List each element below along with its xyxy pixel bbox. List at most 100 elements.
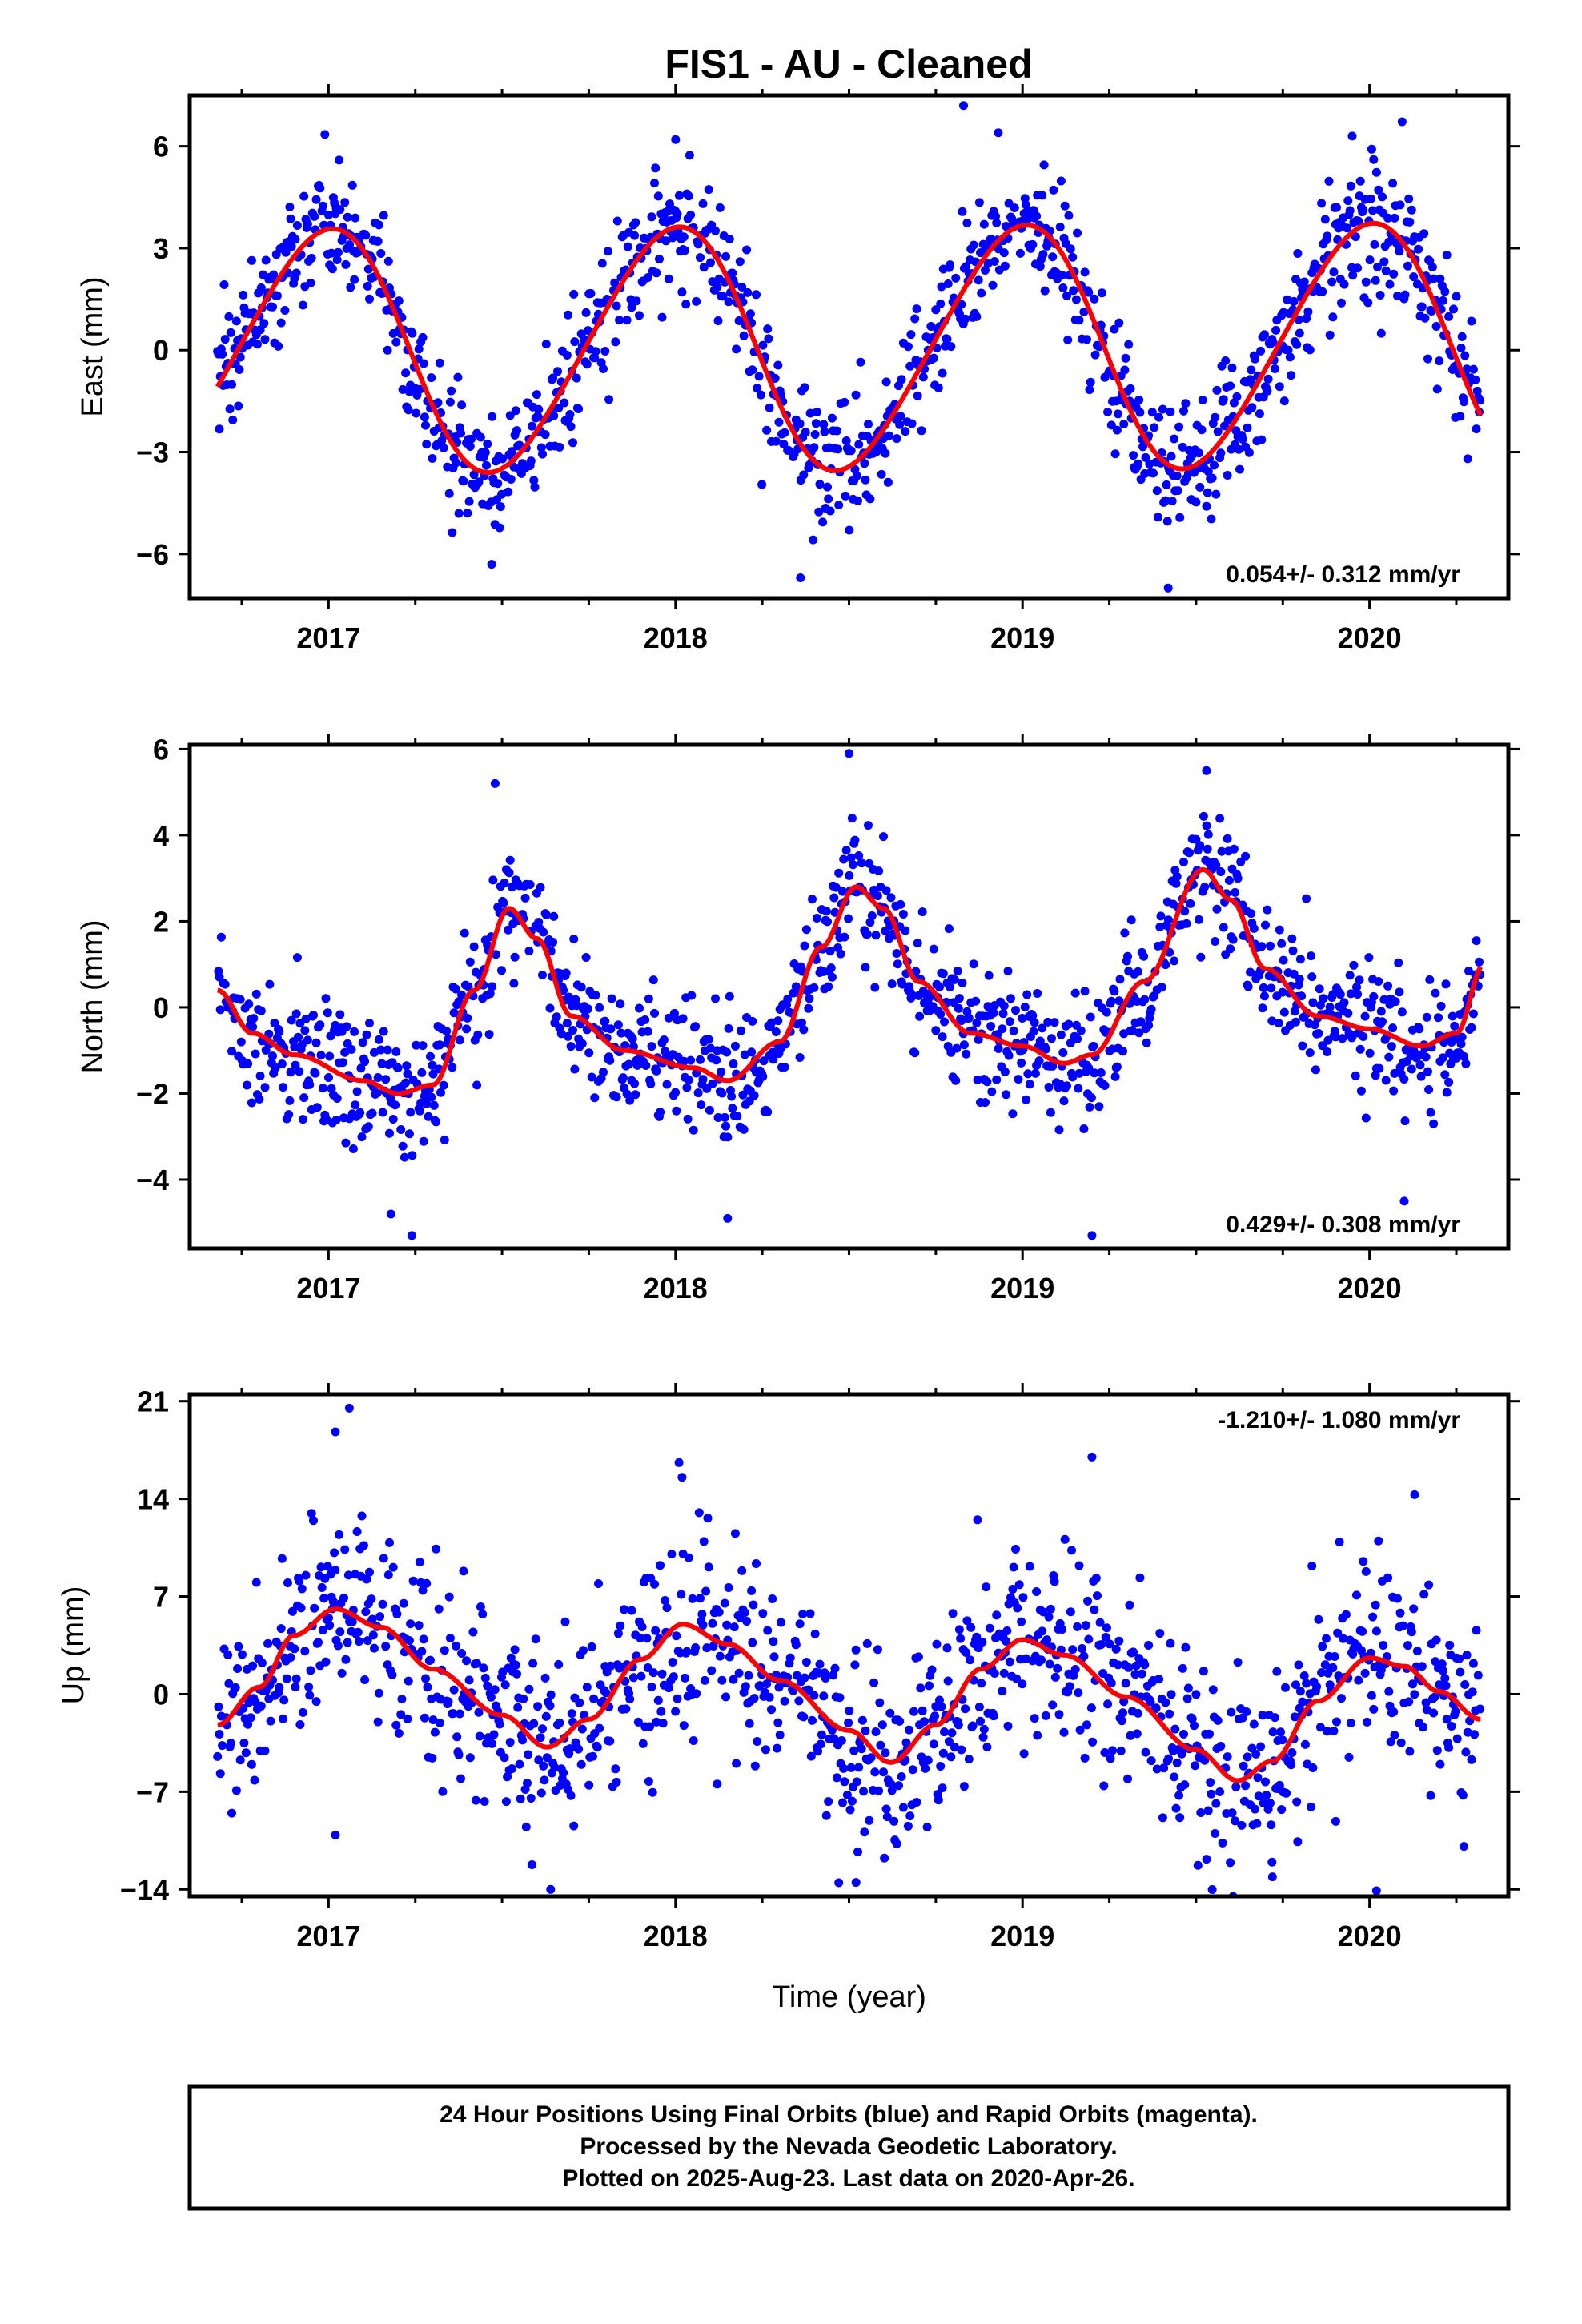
data-point	[1159, 1763, 1169, 1773]
data-point	[857, 858, 866, 868]
data-point	[595, 1003, 604, 1012]
data-point	[1145, 459, 1154, 468]
data-point	[572, 1001, 581, 1011]
data-point	[1028, 239, 1038, 249]
data-point	[397, 1695, 407, 1704]
data-point	[972, 312, 982, 321]
data-point	[379, 211, 388, 220]
data-point	[1205, 1729, 1214, 1739]
data-point	[220, 979, 230, 989]
data-point	[1054, 1125, 1064, 1135]
data-point	[1432, 384, 1442, 394]
footer-box: 24 Hour Positions Using Final Orbits (bl…	[187, 2084, 1511, 2211]
data-point	[457, 1649, 467, 1658]
data-point	[1371, 275, 1380, 285]
data-point	[1421, 1052, 1431, 1062]
data-point	[340, 1545, 350, 1554]
data-point	[1438, 296, 1447, 305]
data-point	[854, 1763, 864, 1772]
data-point	[846, 853, 856, 862]
data-point	[677, 1473, 687, 1482]
data-point	[814, 507, 824, 517]
data-point	[1429, 1708, 1439, 1718]
data-point	[1400, 1116, 1410, 1126]
data-point	[1089, 1041, 1098, 1051]
data-point	[546, 1884, 556, 1894]
data-point	[1087, 1452, 1097, 1462]
data-point	[804, 1685, 813, 1695]
data-point	[1179, 1730, 1188, 1739]
data-point	[1041, 1044, 1050, 1054]
data-point	[581, 308, 591, 317]
data-point	[536, 883, 545, 892]
data-point	[464, 982, 473, 991]
data-point	[721, 1121, 730, 1131]
data-point	[1079, 1124, 1089, 1133]
data-point	[832, 1773, 841, 1783]
data-point	[1367, 1691, 1376, 1700]
data-point	[562, 351, 572, 360]
data-point	[1325, 1003, 1335, 1012]
data-point	[845, 1805, 855, 1815]
data-point	[259, 319, 269, 328]
data-point	[271, 1063, 280, 1072]
data-point	[1249, 923, 1259, 933]
data-point	[1142, 1038, 1151, 1047]
data-point	[1078, 1644, 1086, 1653]
data-point	[255, 325, 265, 335]
data-point	[990, 1669, 999, 1678]
data-point	[1015, 248, 1025, 258]
data-point	[500, 879, 509, 887]
data-point	[584, 1004, 592, 1014]
data-point	[870, 1767, 880, 1777]
data-point	[753, 1737, 762, 1746]
data-point	[627, 1606, 636, 1615]
data-point	[1390, 1068, 1399, 1078]
data-point	[496, 502, 505, 512]
data-point	[850, 1660, 860, 1670]
data-point	[1375, 1063, 1384, 1073]
data-point	[314, 1638, 323, 1647]
data-point	[881, 1748, 890, 1758]
data-point	[383, 1570, 393, 1580]
data-point	[729, 1675, 738, 1684]
data-point	[1114, 996, 1124, 1006]
data-point	[940, 1727, 949, 1737]
data-point	[1103, 408, 1113, 416]
data-point	[275, 1027, 284, 1036]
data-point	[467, 434, 476, 444]
y-tick-label: 6	[153, 733, 169, 766]
data-point	[1460, 397, 1468, 407]
data-point	[740, 1050, 749, 1059]
data-point	[1370, 239, 1379, 249]
data-point	[569, 1821, 579, 1831]
data-point	[1337, 1694, 1346, 1703]
data-point	[439, 1080, 448, 1090]
data-point	[276, 318, 286, 328]
y-tick-label: −3	[136, 436, 169, 469]
data-point	[720, 1112, 729, 1122]
data-point	[282, 1674, 291, 1683]
data-point	[279, 1714, 288, 1723]
data-point	[1298, 1697, 1307, 1707]
data-point	[613, 1020, 623, 1030]
data-point	[769, 1055, 778, 1064]
data-point	[652, 268, 661, 278]
data-point	[1263, 374, 1273, 384]
data-point	[260, 1083, 270, 1092]
data-point	[990, 257, 999, 266]
data-point	[1034, 1056, 1044, 1066]
data-point	[1121, 353, 1130, 363]
data-point	[1463, 454, 1472, 464]
data-point	[1275, 1780, 1284, 1790]
data-point	[268, 1051, 277, 1061]
y-tick-label: 6	[153, 131, 169, 163]
data-point	[657, 312, 667, 322]
data-point	[219, 280, 229, 289]
data-point	[374, 1688, 383, 1698]
data-point	[1281, 1683, 1290, 1692]
data-point	[595, 1723, 604, 1733]
data-point	[1093, 1591, 1102, 1601]
data-point	[387, 1670, 397, 1679]
data-point	[816, 1739, 825, 1749]
